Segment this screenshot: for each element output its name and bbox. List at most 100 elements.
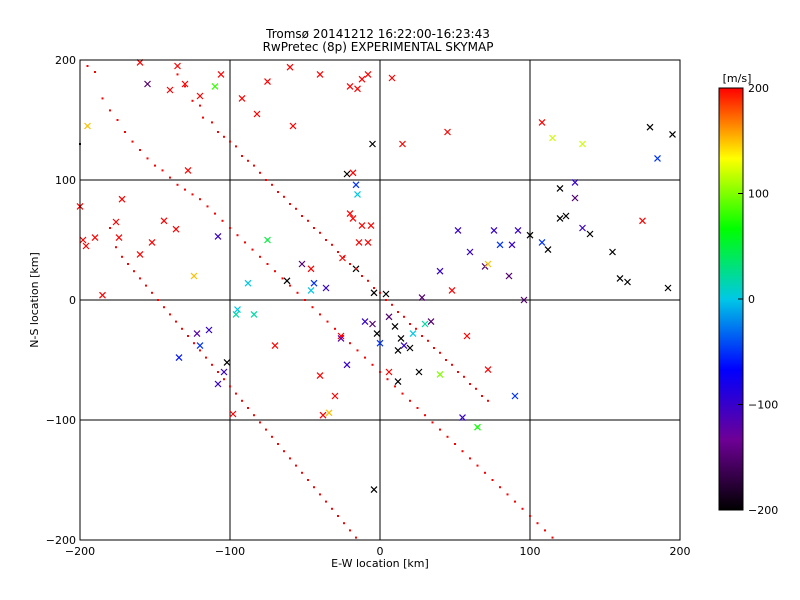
data-point-dot bbox=[109, 227, 111, 229]
data-point-cross bbox=[474, 423, 481, 431]
data-point-cross bbox=[505, 272, 513, 280]
data-point-cross bbox=[376, 339, 384, 347]
data-point-cross bbox=[421, 320, 429, 328]
data-point-dot bbox=[241, 399, 243, 402]
data-point-cross bbox=[286, 63, 294, 71]
x-tick-label: −200 bbox=[65, 545, 95, 558]
data-point-dot bbox=[439, 351, 441, 354]
data-point-cross bbox=[508, 241, 516, 249]
colorbar-tick-label: 200 bbox=[748, 82, 769, 95]
data-point-cross bbox=[346, 210, 354, 218]
x-axis-label: E-W location [km] bbox=[331, 557, 429, 570]
data-point-cross bbox=[669, 130, 676, 138]
data-point-dot bbox=[544, 529, 546, 532]
data-point-cross bbox=[184, 166, 192, 174]
data-point-dot bbox=[481, 395, 483, 397]
data-point-dot bbox=[206, 205, 209, 208]
data-point-cross bbox=[196, 342, 204, 350]
data-point-cross bbox=[484, 366, 492, 374]
data-point-dot bbox=[205, 356, 207, 359]
data-point-cross bbox=[205, 326, 213, 334]
data-point-cross bbox=[211, 82, 219, 90]
data-point-dot bbox=[181, 327, 183, 330]
data-point-dot bbox=[94, 71, 96, 73]
data-point-dot bbox=[251, 248, 254, 251]
colorbar: [m/s] −200 −100 0 100 200 bbox=[718, 72, 778, 517]
data-point-dot bbox=[199, 104, 201, 107]
data-point-dot bbox=[289, 457, 291, 460]
data-point-dot bbox=[343, 522, 345, 525]
data-point-dot bbox=[289, 284, 291, 287]
data-point-dot bbox=[277, 191, 279, 193]
data-point-cross bbox=[307, 286, 315, 294]
data-point-dot bbox=[307, 479, 309, 481]
x-tick-label: 100 bbox=[520, 545, 541, 558]
data-point-cross bbox=[444, 128, 451, 136]
data-point-dot bbox=[211, 363, 213, 366]
data-point-dot bbox=[461, 450, 464, 453]
data-point-dot bbox=[325, 500, 327, 503]
data-point-cross bbox=[369, 140, 376, 148]
data-point-dot bbox=[371, 363, 374, 366]
scatter-points bbox=[76, 58, 676, 539]
data-point-dot bbox=[349, 263, 351, 265]
data-point-cross bbox=[364, 70, 372, 78]
data-point-cross bbox=[264, 236, 271, 244]
y-tick-label: −200 bbox=[46, 534, 76, 547]
data-point-dot bbox=[331, 243, 333, 246]
data-point-cross bbox=[316, 70, 324, 78]
data-point-cross bbox=[466, 248, 474, 256]
data-point-dot bbox=[506, 493, 509, 496]
data-point-dot bbox=[349, 342, 351, 345]
x-tick-label: −100 bbox=[215, 545, 245, 558]
data-point-cross bbox=[556, 214, 564, 222]
data-point-cross bbox=[397, 334, 405, 342]
data-point-cross bbox=[118, 195, 126, 203]
data-point-cross bbox=[229, 410, 237, 418]
data-point-cross bbox=[343, 170, 351, 178]
data-point-cross bbox=[646, 123, 654, 131]
data-point-cross bbox=[346, 82, 354, 90]
data-point-cross bbox=[436, 267, 444, 275]
data-point-dot bbox=[265, 428, 267, 431]
data-point-cross bbox=[82, 242, 90, 250]
data-point-cross bbox=[214, 380, 222, 388]
data-point-dot bbox=[331, 507, 333, 510]
data-point-dot bbox=[211, 121, 213, 124]
data-point-dot bbox=[475, 387, 477, 390]
data-point-dot bbox=[191, 193, 194, 196]
data-point-cross bbox=[325, 409, 333, 417]
data-point-dot bbox=[235, 145, 237, 148]
data-point-cross bbox=[400, 342, 408, 350]
data-point-dot bbox=[265, 179, 267, 181]
data-point-cross bbox=[84, 122, 91, 130]
data-point-cross bbox=[91, 234, 99, 242]
data-point-dot bbox=[101, 97, 104, 100]
chart-subtitle: RwPretec (8p) EXPERIMENTAL SKYMAP bbox=[263, 40, 494, 54]
data-point-cross bbox=[136, 250, 144, 258]
data-point-dot bbox=[184, 85, 186, 88]
data-point-dot bbox=[445, 359, 447, 361]
data-point-dot bbox=[463, 375, 465, 378]
data-point-dot bbox=[487, 399, 489, 402]
data-point-dot bbox=[176, 183, 179, 186]
data-point-dot bbox=[109, 109, 111, 112]
data-point-dot bbox=[151, 291, 153, 294]
axis-ticks: −200 −100 0 100 200 −200 −100 0 100 200 bbox=[46, 54, 691, 558]
chart-title: Tromsø 20141212 16:22:00-16:23:43 bbox=[265, 27, 490, 41]
data-point-cross bbox=[337, 332, 345, 340]
data-point-dot bbox=[326, 320, 329, 323]
data-point-dot bbox=[454, 443, 456, 445]
data-point-dot bbox=[424, 414, 426, 417]
data-point-cross bbox=[271, 342, 279, 350]
data-point-dot bbox=[391, 303, 393, 306]
data-point-dot bbox=[409, 323, 411, 325]
data-point-dot bbox=[431, 421, 434, 424]
data-point-cross bbox=[427, 318, 435, 326]
data-point-cross bbox=[579, 224, 586, 232]
data-point-cross bbox=[331, 392, 339, 400]
data-point-dot bbox=[364, 356, 366, 359]
data-point-dot bbox=[427, 339, 429, 342]
data-point-dot bbox=[133, 270, 135, 273]
data-point-dot bbox=[277, 443, 279, 445]
